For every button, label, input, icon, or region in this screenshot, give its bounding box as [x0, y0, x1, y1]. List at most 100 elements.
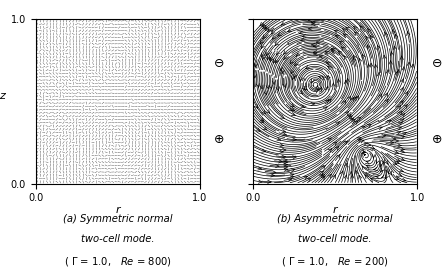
- FancyArrowPatch shape: [341, 47, 345, 50]
- FancyArrowPatch shape: [284, 163, 287, 167]
- FancyArrowPatch shape: [284, 50, 287, 54]
- FancyArrowPatch shape: [355, 170, 358, 174]
- Text: ⊖: ⊖: [214, 57, 225, 70]
- FancyArrowPatch shape: [319, 55, 323, 58]
- FancyArrowPatch shape: [301, 105, 305, 108]
- FancyArrowPatch shape: [345, 112, 349, 115]
- FancyArrowPatch shape: [340, 171, 343, 175]
- FancyArrowPatch shape: [288, 178, 292, 181]
- FancyArrowPatch shape: [382, 135, 385, 138]
- FancyArrowPatch shape: [276, 59, 279, 63]
- FancyArrowPatch shape: [385, 99, 388, 103]
- FancyArrowPatch shape: [374, 64, 377, 68]
- FancyArrowPatch shape: [269, 85, 273, 89]
- FancyArrowPatch shape: [344, 34, 347, 37]
- FancyArrowPatch shape: [319, 174, 323, 178]
- FancyArrowPatch shape: [291, 169, 295, 172]
- FancyArrowPatch shape: [296, 53, 300, 56]
- FancyArrowPatch shape: [260, 40, 264, 44]
- FancyArrowPatch shape: [321, 175, 325, 178]
- FancyArrowPatch shape: [316, 86, 319, 89]
- FancyArrowPatch shape: [346, 27, 350, 30]
- FancyArrowPatch shape: [301, 38, 305, 41]
- FancyArrowPatch shape: [265, 27, 269, 31]
- FancyArrowPatch shape: [402, 178, 406, 182]
- FancyArrowPatch shape: [370, 63, 373, 67]
- FancyArrowPatch shape: [349, 172, 353, 175]
- FancyArrowPatch shape: [313, 45, 317, 48]
- FancyArrowPatch shape: [400, 88, 403, 92]
- X-axis label: r: r: [115, 205, 120, 215]
- FancyArrowPatch shape: [355, 32, 358, 36]
- FancyArrowPatch shape: [353, 58, 356, 62]
- FancyArrowPatch shape: [321, 165, 325, 169]
- FancyArrowPatch shape: [342, 101, 346, 104]
- FancyArrowPatch shape: [366, 165, 370, 169]
- FancyArrowPatch shape: [284, 168, 288, 171]
- FancyArrowPatch shape: [304, 176, 308, 179]
- FancyArrowPatch shape: [267, 56, 270, 60]
- Text: two-cell mode.: two-cell mode.: [298, 234, 372, 244]
- FancyArrowPatch shape: [277, 51, 280, 55]
- FancyArrowPatch shape: [365, 175, 369, 179]
- FancyArrowPatch shape: [262, 53, 265, 57]
- FancyArrowPatch shape: [282, 155, 285, 158]
- FancyArrowPatch shape: [395, 72, 398, 75]
- FancyArrowPatch shape: [262, 56, 265, 60]
- FancyArrowPatch shape: [328, 174, 331, 178]
- FancyArrowPatch shape: [393, 46, 396, 50]
- FancyArrowPatch shape: [395, 151, 398, 154]
- FancyArrowPatch shape: [294, 62, 298, 66]
- FancyArrowPatch shape: [361, 126, 365, 129]
- Text: ⊕: ⊕: [432, 133, 442, 146]
- FancyArrowPatch shape: [348, 96, 351, 100]
- FancyArrowPatch shape: [262, 23, 266, 27]
- FancyArrowPatch shape: [322, 76, 326, 80]
- FancyArrowPatch shape: [304, 86, 307, 90]
- FancyArrowPatch shape: [284, 161, 287, 164]
- FancyArrowPatch shape: [351, 97, 354, 101]
- FancyArrowPatch shape: [354, 121, 358, 124]
- FancyArrowPatch shape: [261, 45, 264, 48]
- FancyArrowPatch shape: [258, 167, 262, 170]
- FancyArrowPatch shape: [262, 110, 266, 114]
- FancyArrowPatch shape: [312, 22, 315, 26]
- FancyArrowPatch shape: [395, 34, 398, 38]
- FancyArrowPatch shape: [331, 50, 335, 53]
- FancyArrowPatch shape: [299, 31, 303, 34]
- FancyArrowPatch shape: [293, 138, 296, 141]
- FancyArrowPatch shape: [291, 76, 295, 80]
- FancyArrowPatch shape: [367, 64, 371, 68]
- FancyArrowPatch shape: [385, 32, 388, 36]
- FancyArrowPatch shape: [349, 116, 352, 119]
- FancyArrowPatch shape: [367, 124, 371, 128]
- FancyArrowPatch shape: [327, 138, 331, 141]
- FancyArrowPatch shape: [400, 101, 403, 104]
- FancyArrowPatch shape: [401, 135, 404, 139]
- FancyArrowPatch shape: [385, 160, 388, 164]
- FancyArrowPatch shape: [385, 93, 388, 97]
- FancyArrowPatch shape: [353, 97, 356, 101]
- FancyArrowPatch shape: [291, 70, 294, 74]
- FancyArrowPatch shape: [400, 56, 404, 59]
- FancyArrowPatch shape: [351, 119, 355, 123]
- FancyArrowPatch shape: [381, 168, 384, 172]
- FancyArrowPatch shape: [268, 180, 271, 184]
- FancyArrowPatch shape: [376, 175, 379, 178]
- FancyArrowPatch shape: [291, 108, 295, 111]
- FancyArrowPatch shape: [351, 175, 354, 178]
- FancyArrowPatch shape: [263, 25, 266, 28]
- FancyArrowPatch shape: [293, 74, 297, 78]
- FancyArrowPatch shape: [344, 81, 347, 84]
- FancyArrowPatch shape: [411, 64, 414, 68]
- FancyArrowPatch shape: [282, 148, 286, 152]
- Text: ⊖: ⊖: [432, 57, 442, 70]
- FancyArrowPatch shape: [361, 150, 365, 153]
- FancyArrowPatch shape: [398, 122, 402, 125]
- FancyArrowPatch shape: [290, 103, 294, 107]
- FancyArrowPatch shape: [320, 171, 324, 175]
- FancyArrowPatch shape: [276, 87, 279, 90]
- FancyArrowPatch shape: [398, 173, 402, 176]
- FancyArrowPatch shape: [263, 35, 266, 39]
- FancyArrowPatch shape: [280, 67, 283, 70]
